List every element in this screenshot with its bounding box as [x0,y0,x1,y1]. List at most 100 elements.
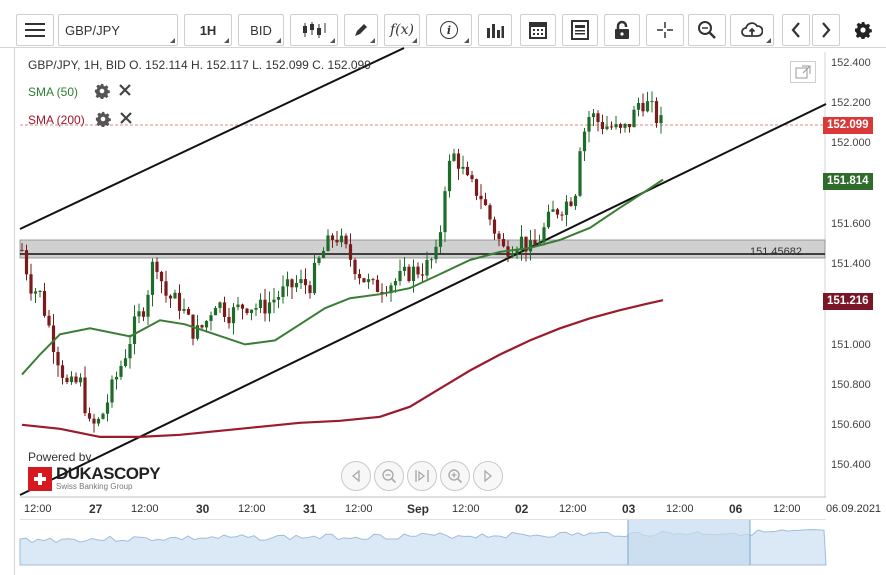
candle-body [222,302,227,317]
ohlc-legend: GBP/JPY, 1H, BID O. 152.114 H. 152.117 L… [28,58,371,72]
price-side-selector[interactable]: BID [238,14,284,46]
candle-body [249,309,254,314]
candle-body [456,153,461,169]
candle-body [105,402,110,414]
chart-area[interactable] [14,48,882,575]
candle-body [308,285,312,294]
info-button[interactable]: i [426,14,472,46]
zoom-in-button[interactable] [440,461,470,491]
candle-body [452,153,456,161]
indicators-button[interactable]: f(x) [384,14,420,46]
candle-body [438,232,443,247]
candle-body [92,418,96,424]
gear-icon [95,111,111,127]
candle-body [114,376,119,380]
candle-body [371,279,375,281]
sma200-remove-button[interactable] [119,111,137,129]
nav-right-button[interactable] [473,461,503,491]
candle-body [479,195,483,200]
expand-button[interactable] [790,61,816,83]
candle-body [555,209,560,215]
candle-body [110,379,114,403]
candle-body [272,299,276,303]
candle-body [209,315,213,321]
candle-body [227,316,231,324]
candle-body [240,304,245,309]
sma50-settings-button[interactable] [94,83,112,101]
candle-body [636,103,641,110]
candle-body [362,278,366,283]
time-label: 12:00 [666,503,694,515]
time-label: 03 [622,502,636,516]
candle-body [168,295,173,299]
candle-body [128,343,132,359]
candle-body [276,297,281,300]
powered-by-label: Powered by [28,450,92,464]
price-label: 151.600 [831,218,871,230]
nav-right-icon [484,470,493,482]
candle-body [159,271,164,282]
export-button[interactable] [730,14,774,46]
chart-nav-controls [341,461,503,491]
candle-body [60,365,65,378]
candle-body [353,259,357,275]
candle-body [654,101,659,124]
candle-body [321,251,326,258]
sma200-settings-button[interactable] [95,111,113,129]
timeframe-selector[interactable]: 1H [184,14,232,46]
calendar-button[interactable] [520,14,556,46]
price-label: 150.800 [831,379,871,391]
zoom-button[interactable] [688,14,726,46]
candle-body [141,311,146,317]
time-label: 30 [196,502,210,516]
candle-body [596,113,600,122]
candle-body [267,302,272,314]
lock-button[interactable] [604,14,640,46]
candle-body [123,358,128,366]
bar-chart-icon [487,24,504,38]
crosshair-button[interactable] [646,14,684,46]
zoom-icon [698,21,716,39]
news-button[interactable] [562,14,598,46]
toolbar: GBP/JPY 1H BID f(x) i [0,0,886,48]
candle-body [137,311,141,317]
drawing-tools-button[interactable] [344,14,378,46]
info-icon: i [440,21,458,39]
candle-body [420,274,425,276]
candle-body [177,292,182,311]
dropdown-corner-icon [766,38,771,43]
candle-body [38,290,42,292]
candle-body [618,124,623,128]
zoom-out-button[interactable] [374,461,404,491]
symbol-selector[interactable]: GBP/JPY [58,14,178,46]
price-label: 152.200 [831,97,871,109]
candle-body [474,179,479,196]
candle-body [263,299,267,314]
candle-body [303,279,308,286]
chart-type-button[interactable] [290,14,338,46]
candle-body [366,279,371,283]
candle-body [659,115,663,124]
function-icon: f(x) [389,22,414,38]
sma50-legend: SMA (50) [28,83,136,101]
swiss-cross-icon [28,466,52,491]
menu-button[interactable] [16,14,54,46]
settings-button[interactable] [846,14,880,46]
candle-body [186,309,191,315]
navigator-panel[interactable] [20,519,826,565]
sma200-line [21,299,664,438]
nav-left-button[interactable] [341,461,371,491]
sma50-remove-button[interactable] [118,83,136,101]
candle-body [20,249,24,251]
candle-body [447,160,452,192]
scroll-left-button[interactable] [782,14,810,46]
candle-body [398,270,402,282]
fit-button[interactable] [407,461,437,491]
candle-body [528,240,533,252]
candle-body [312,262,317,294]
candle-body [195,325,200,339]
dukascopy-logo[interactable]: DUKASCOPY Swiss Banking Group [28,465,161,491]
scroll-right-button[interactable] [812,14,840,46]
volume-button[interactable] [478,14,512,46]
